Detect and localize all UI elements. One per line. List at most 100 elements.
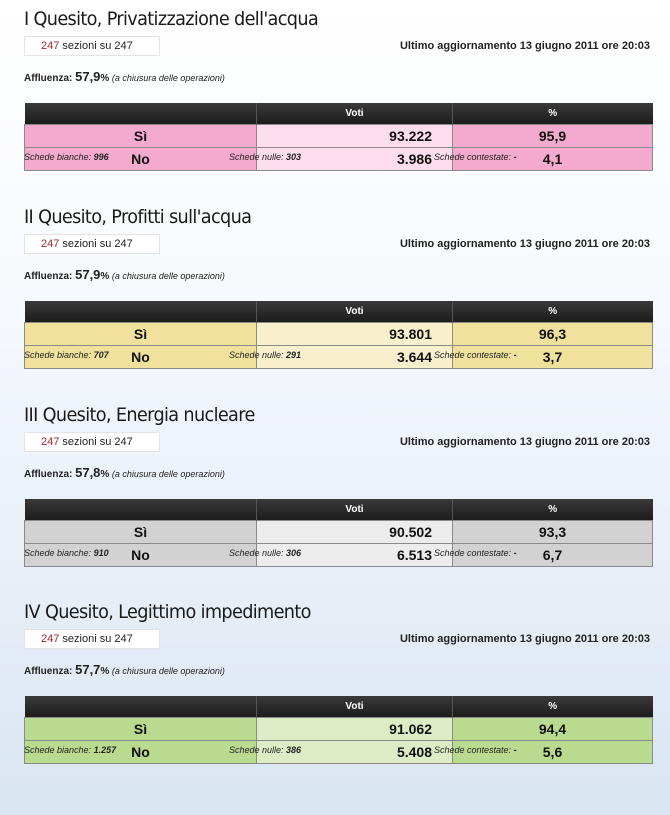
votes-cell: 3.986 <box>256 146 453 171</box>
schede-bianche-label: Schede bianche: <box>24 548 94 558</box>
answer-label: No <box>24 739 257 764</box>
schede-contestate-value: - <box>513 548 517 558</box>
table-row: Sì 93.801 96,3 <box>24 321 653 346</box>
affluenza-note: (a chiusura delle operazioni) <box>109 469 225 479</box>
results-table: Voti% Sì 90.502 93,3 No 6.513 6,7 <box>24 499 653 567</box>
last-update: Ultimo aggiornamento 13 giugno 2011 ore … <box>399 633 650 645</box>
table-row: No 5.408 5,6 <box>24 739 653 764</box>
percent-cell: 6,7 <box>452 542 653 567</box>
quesito-title: II Quesito, Profitti sull'acqua <box>24 206 252 228</box>
sezioni-total: sezioni su 247 <box>59 238 133 250</box>
answer-label: No <box>24 344 257 369</box>
header-pct: % <box>452 103 653 124</box>
schede-contestate-value: - <box>513 745 517 755</box>
schede-bianche: Schede bianche: 910 <box>24 548 109 558</box>
header-blank <box>24 103 257 124</box>
votes-cell: 90.502 <box>256 519 453 544</box>
answer-label: Sì <box>24 519 257 544</box>
table-header: Voti% <box>24 696 653 717</box>
schede-nulle: Schede nulle: 291 <box>229 350 301 360</box>
schede-nulle-label: Schede nulle: <box>229 745 287 755</box>
results-table: Voti% Sì 93.222 95,9 No 3.986 4,1 <box>24 103 653 171</box>
affluenza-percent-sign: % <box>100 469 110 480</box>
answer-label: Sì <box>24 321 257 346</box>
header-blank <box>24 499 257 520</box>
percent-cell: 95,9 <box>452 123 653 148</box>
percent-cell: 5,6 <box>452 739 653 764</box>
header-pct: % <box>452 696 653 717</box>
schede-contestate-value: - <box>513 152 517 162</box>
quesito-title: I Quesito, Privatizzazione dell'acqua <box>24 8 319 30</box>
affluenza: Affluenza: 57,9% (a chiusura delle opera… <box>24 267 225 282</box>
header-blank <box>24 301 257 322</box>
affluenza: Affluenza: 57,8% (a chiusura delle opera… <box>24 465 225 480</box>
affluenza-percent-sign: % <box>100 271 110 282</box>
header-blank <box>24 696 257 717</box>
sezioni-counter: 247 sezioni su 247 <box>24 234 160 254</box>
table-row: No 6.513 6,7 <box>24 542 653 567</box>
schede-nulle-label: Schede nulle: <box>229 152 287 162</box>
header-voti: Voti <box>256 696 453 717</box>
header-voti: Voti <box>256 103 453 124</box>
answer-label: No <box>24 146 257 171</box>
schede-bianche: Schede bianche: 707 <box>24 350 109 360</box>
affluenza-label: Affluenza: <box>24 666 76 677</box>
schede-bianche-value: 1.257 <box>93 745 117 755</box>
affluenza: Affluenza: 57,7% (a chiusura delle opera… <box>24 662 225 677</box>
votes-cell: 6.513 <box>256 542 453 567</box>
table-header: Voti% <box>24 499 653 520</box>
schede-nulle-value: 386 <box>286 745 302 755</box>
table-row: Sì 91.062 94,4 <box>24 716 653 741</box>
header-pct: % <box>452 301 653 322</box>
affluenza-value: 57,9 <box>75 69 101 84</box>
affluenza-note: (a chiusura delle operazioni) <box>109 271 225 281</box>
schede-contestate-label: Schede contestate: <box>434 152 514 162</box>
quesito-section: I Quesito, Privatizzazione dell'acqua 247… <box>24 8 653 171</box>
schede-contestate-label: Schede contestate: <box>434 548 514 558</box>
schede-nulle-value: 303 <box>286 152 302 162</box>
votes-cell: 93.801 <box>256 321 453 346</box>
table-row: Sì 93.222 95,9 <box>24 123 653 148</box>
results-table: Voti% Sì 93.801 96,3 No 3.644 3,7 <box>24 301 653 369</box>
affluenza-value: 57,8 <box>75 465 101 480</box>
schede-nulle-label: Schede nulle: <box>229 548 287 558</box>
last-update: Ultimo aggiornamento 13 giugno 2011 ore … <box>399 238 650 250</box>
table-row: Sì 90.502 93,3 <box>24 519 653 544</box>
schede-nulle-value: 306 <box>286 548 302 558</box>
schede-contestate-value: - <box>513 350 517 360</box>
table-row: No 3.644 3,7 <box>24 344 653 369</box>
sezioni-counter: 247 sezioni su 247 <box>24 36 160 56</box>
sezioni-total: sezioni su 247 <box>59 436 133 448</box>
percent-cell: 3,7 <box>452 344 653 369</box>
affluenza-value: 57,7 <box>75 662 101 677</box>
schede-bianche-value: 910 <box>93 548 109 558</box>
header-voti: Voti <box>256 499 453 520</box>
schede-contestate: Schede contestate: - <box>434 350 517 360</box>
affluenza-percent-sign: % <box>100 73 110 84</box>
votes-cell: 91.062 <box>256 716 453 741</box>
schede-bianche-label: Schede bianche: <box>24 350 94 360</box>
percent-cell: 94,4 <box>452 716 653 741</box>
schede-contestate: Schede contestate: - <box>434 745 517 755</box>
table-header: Voti% <box>24 103 653 124</box>
last-update: Ultimo aggiornamento 13 giugno 2011 ore … <box>399 40 650 52</box>
header-pct: % <box>452 499 653 520</box>
schede-nulle-label: Schede nulle: <box>229 350 287 360</box>
schede-contestate-label: Schede contestate: <box>434 745 514 755</box>
schede-bianche: Schede bianche: 1.257 <box>24 745 116 755</box>
quesito-title: IV Quesito, Legittimo impedimento <box>24 601 311 623</box>
affluenza-note: (a chiusura delle operazioni) <box>109 666 225 676</box>
answer-label: No <box>24 542 257 567</box>
schede-nulle: Schede nulle: 306 <box>229 548 301 558</box>
schede-nulle: Schede nulle: 303 <box>229 152 301 162</box>
sezioni-done: 247 <box>41 40 60 52</box>
sezioni-done: 247 <box>41 633 60 645</box>
sezioni-counter: 247 sezioni su 247 <box>24 629 160 649</box>
votes-cell: 5.408 <box>256 739 453 764</box>
sezioni-done: 247 <box>41 238 60 250</box>
header-voti: Voti <box>256 301 453 322</box>
votes-cell: 93.222 <box>256 123 453 148</box>
schede-nulle: Schede nulle: 386 <box>229 745 301 755</box>
sezioni-done: 247 <box>41 436 60 448</box>
